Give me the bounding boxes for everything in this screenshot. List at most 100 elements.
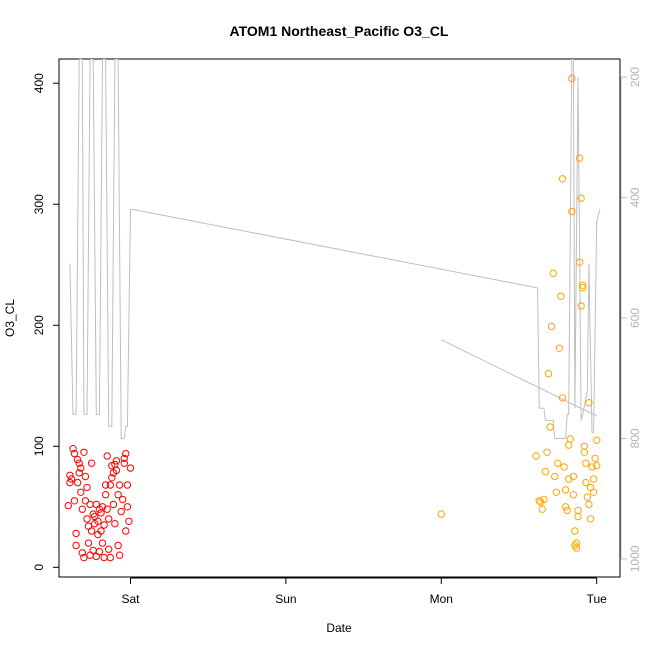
data-point	[103, 505, 111, 513]
data-point	[97, 509, 105, 517]
data-point	[105, 515, 113, 523]
y-axis: 0 100 200 300 400	[32, 73, 59, 571]
data-point	[101, 491, 110, 499]
data-point	[123, 481, 132, 489]
data-point	[83, 515, 91, 523]
data-point	[586, 515, 595, 523]
data-point	[552, 488, 560, 496]
pressure-line	[69, 59, 601, 439]
data-point	[72, 541, 80, 550]
data-point	[109, 500, 118, 509]
secondary-y-axis: 200 400 600 800 1000	[620, 67, 642, 572]
data-point	[120, 459, 129, 467]
data-point	[108, 474, 116, 482]
data-point	[72, 529, 80, 538]
y-tick-label: 300	[32, 194, 46, 214]
x-axis: Sat Sun Mon Tue	[121, 577, 608, 606]
data-point	[73, 455, 82, 464]
data-point	[100, 553, 108, 562]
data-point	[126, 464, 135, 472]
data-point	[122, 527, 130, 535]
data-point	[97, 527, 105, 535]
data-point	[75, 459, 83, 467]
x-tick-label: Mon	[430, 592, 453, 606]
data-point	[575, 154, 584, 162]
data-point	[94, 517, 102, 525]
y-tick-label: 100	[32, 436, 46, 456]
data-point	[114, 541, 122, 550]
plot-area	[58, 58, 621, 578]
data-point	[565, 441, 573, 449]
data-point	[577, 302, 585, 310]
data-point	[115, 551, 124, 559]
data-point	[78, 549, 87, 557]
data-point	[557, 292, 565, 300]
y2-tick-label: 1000	[628, 545, 642, 572]
data-point	[84, 539, 93, 547]
data-point	[574, 512, 582, 521]
data-point	[69, 445, 77, 453]
data-point	[554, 459, 562, 467]
data-point	[75, 469, 83, 477]
y-tick-label: 0	[32, 564, 46, 571]
data-point	[78, 505, 87, 513]
data-point	[589, 488, 598, 496]
chart-title: ATOM1 Northeast_Pacific O3_CL	[230, 23, 449, 39]
data-point	[89, 546, 97, 555]
y-axis-label: O3_CL	[3, 299, 17, 337]
data-point	[125, 517, 133, 525]
data-point	[566, 435, 574, 443]
data-point	[540, 495, 548, 504]
data-point	[73, 478, 82, 487]
x-axis-label: Date	[326, 621, 352, 635]
data-point	[558, 175, 567, 183]
data-point	[77, 464, 85, 472]
data-point	[67, 475, 76, 483]
data-point	[112, 457, 121, 465]
data-point	[64, 501, 73, 510]
y-tick-label: 200	[32, 315, 46, 335]
data-point	[66, 478, 74, 487]
data-point	[593, 462, 601, 470]
data-point	[117, 507, 125, 516]
data-point	[111, 520, 119, 528]
data-point	[582, 478, 590, 487]
x-tick-label: Sun	[275, 592, 296, 606]
data-point	[100, 521, 108, 529]
data-point	[115, 481, 124, 489]
y2-tick-label: 600	[628, 308, 642, 328]
data-point	[123, 503, 132, 511]
data-point	[106, 553, 115, 562]
data-point	[579, 284, 587, 292]
pressure-line-path	[69, 59, 601, 439]
data-point	[86, 500, 94, 509]
data-point	[591, 454, 599, 463]
data-point	[101, 481, 110, 489]
data-point	[549, 269, 557, 277]
data-point	[114, 491, 122, 499]
data-point	[105, 545, 113, 553]
data-point	[583, 493, 592, 501]
data-point	[532, 452, 540, 460]
data-point	[560, 463, 568, 471]
data-point	[571, 527, 579, 535]
x-tick-label: Tue	[587, 592, 608, 606]
y2-tick-label: 400	[628, 187, 642, 207]
data-point	[544, 370, 553, 378]
data-point	[558, 394, 567, 402]
data-point	[70, 497, 79, 505]
data-point	[569, 472, 578, 481]
data-point	[541, 468, 550, 476]
data-point	[585, 399, 593, 407]
data-point	[95, 547, 104, 556]
data-point	[546, 423, 554, 431]
data-point	[535, 497, 543, 505]
data-point	[561, 503, 570, 511]
data-point	[87, 527, 96, 535]
data-point	[589, 475, 598, 483]
data-point	[122, 449, 130, 458]
data-point	[106, 481, 115, 489]
data-point	[119, 495, 127, 504]
data-point	[81, 472, 90, 481]
